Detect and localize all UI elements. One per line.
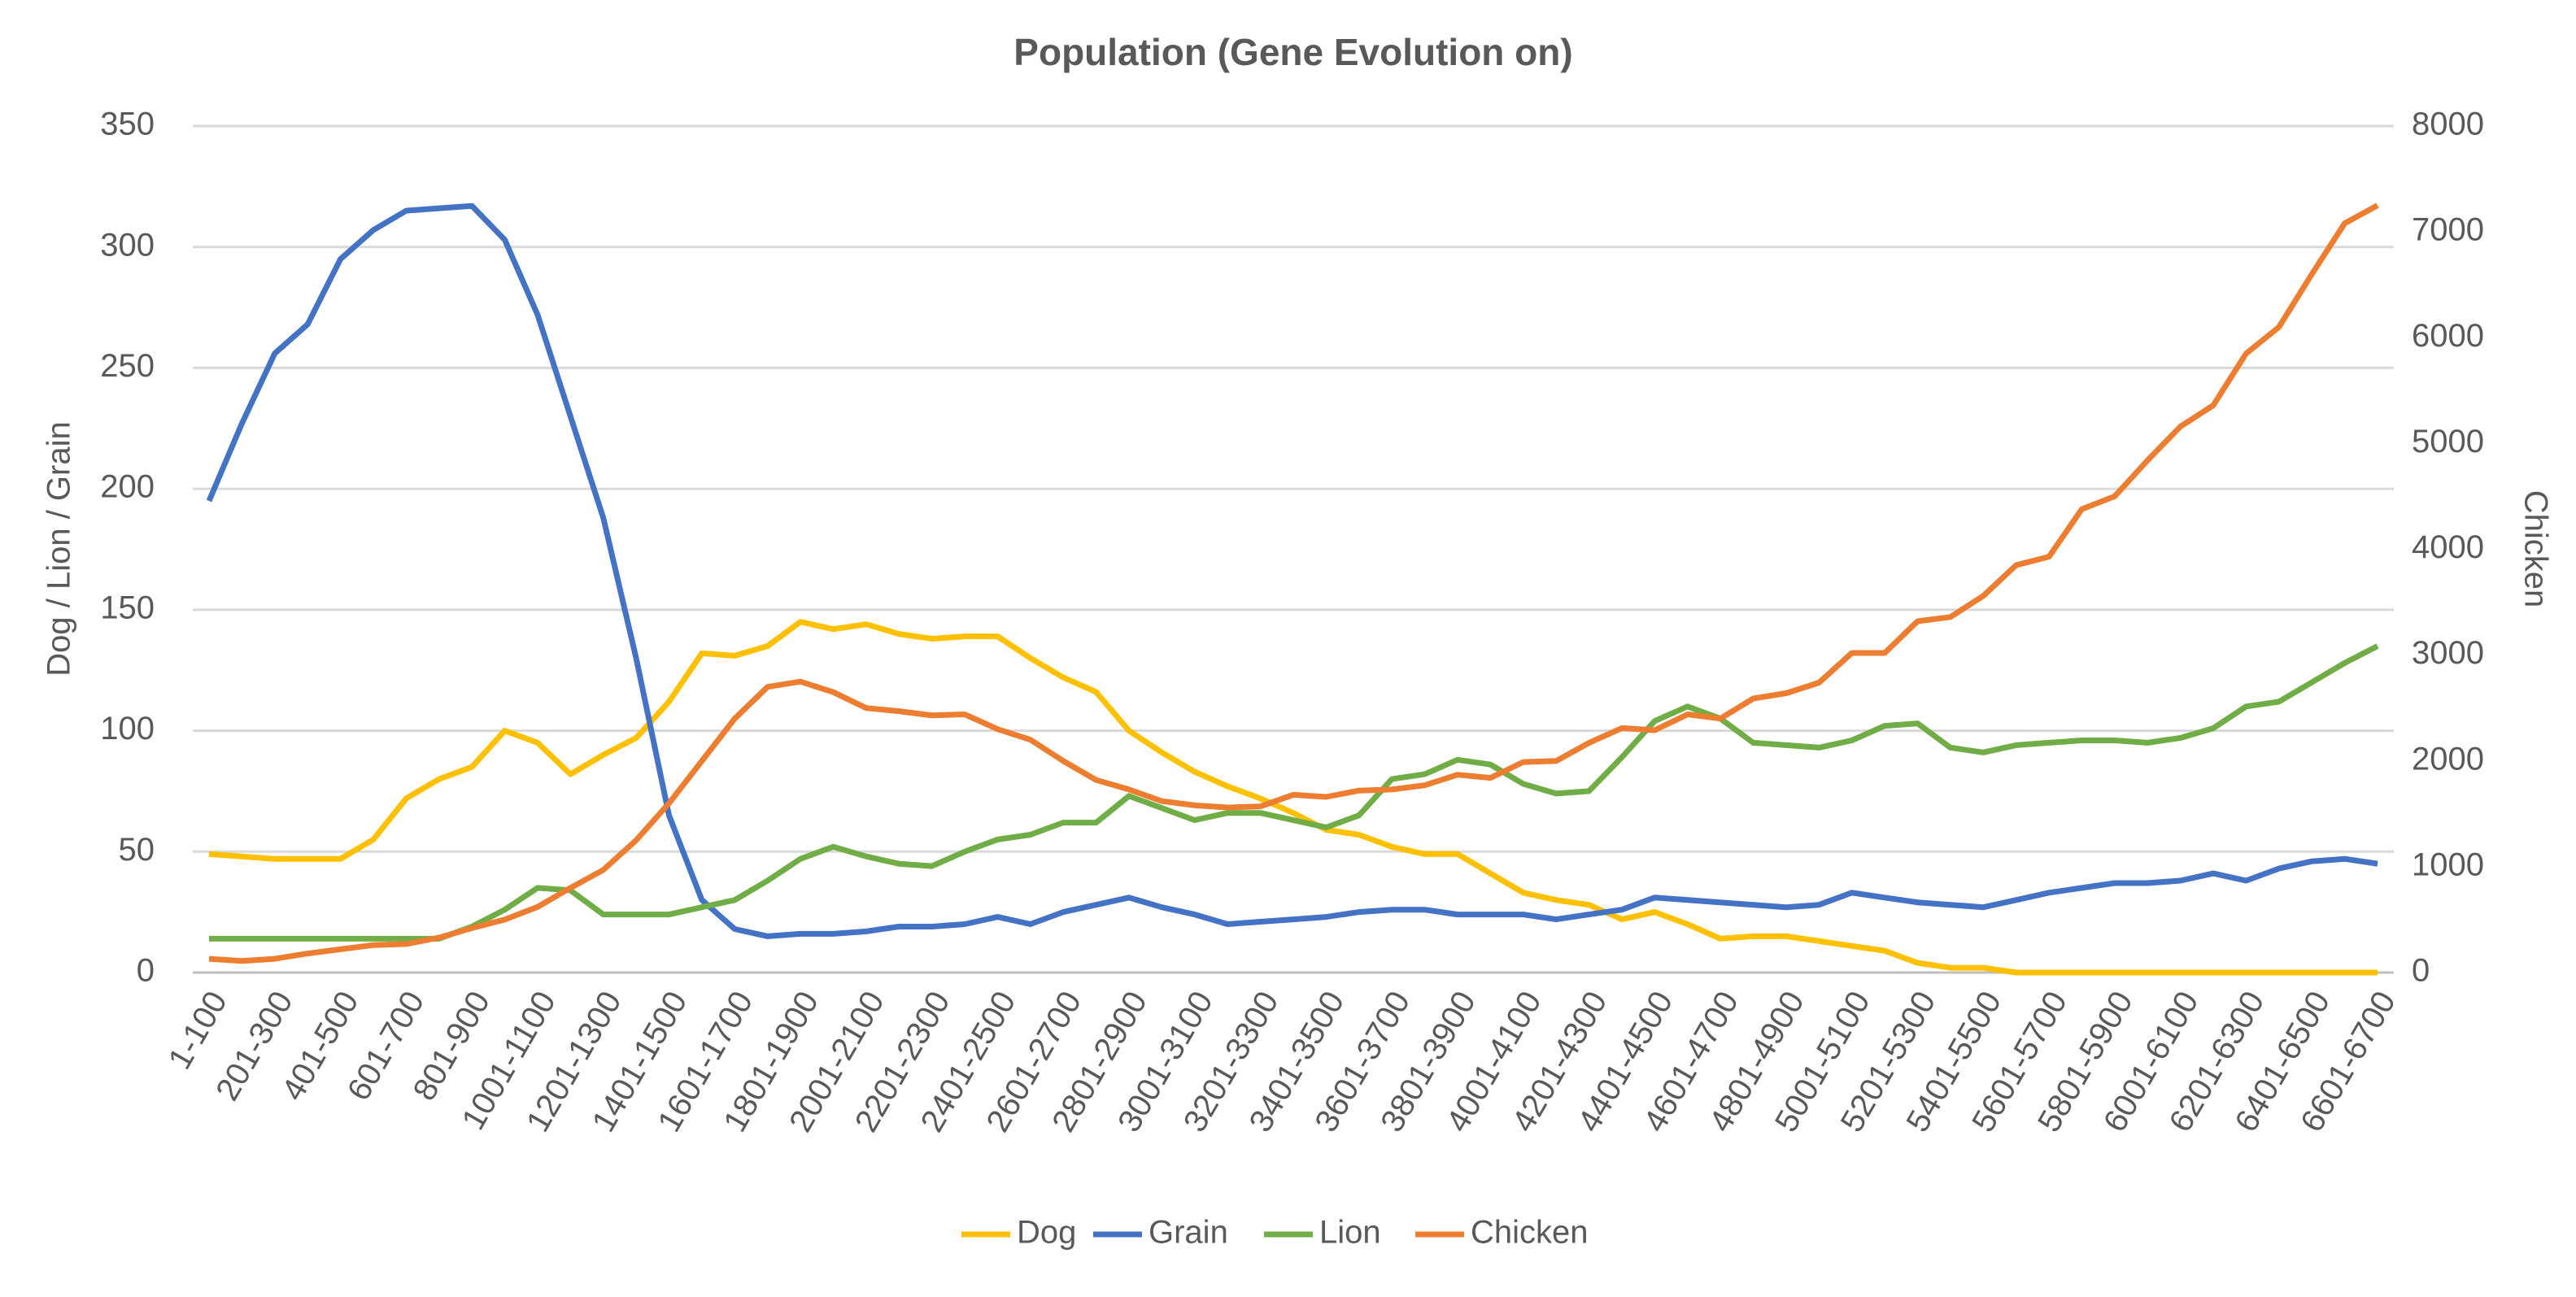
y-tick-label: 150 xyxy=(100,590,155,625)
x-tick-label: 1-100 xyxy=(162,986,234,1076)
legend-label: Dog xyxy=(1017,1215,1076,1251)
series-line xyxy=(208,202,2379,964)
y-tick-label: 50 xyxy=(119,832,155,868)
y2-tick-label: 1000 xyxy=(2412,847,2484,882)
y2-tick-label: 6000 xyxy=(2412,318,2484,354)
y-tick-label: 200 xyxy=(100,469,155,505)
legend-label: Chicken xyxy=(1471,1215,1589,1251)
y-axis-title: Dog / Lion / Grain xyxy=(41,421,77,677)
y-tick-label: 300 xyxy=(100,227,155,263)
y-tick-label: 250 xyxy=(100,348,155,384)
series-line xyxy=(208,619,2378,976)
y2-tick-label: 0 xyxy=(2412,953,2430,989)
y2-tick-label: 3000 xyxy=(2412,635,2484,671)
y-tick-label: 100 xyxy=(100,711,155,746)
y2-tick-label: 8000 xyxy=(2412,107,2484,142)
y-tick-label: 0 xyxy=(137,953,155,989)
y2-axis-title: Chicken xyxy=(2517,490,2553,608)
legend-label: Grain xyxy=(1149,1215,1228,1251)
y2-tick-label: 7000 xyxy=(2412,212,2484,248)
y2-tick-label: 4000 xyxy=(2412,529,2484,565)
y2-tick-label: 5000 xyxy=(2412,424,2484,459)
chart-title: Population (Gene Evolution on) xyxy=(1013,31,1572,73)
y-tick-label: 350 xyxy=(100,107,155,142)
series-line xyxy=(206,202,2378,939)
y2-tick-label: 2000 xyxy=(2412,741,2484,777)
legend-label: Lion xyxy=(1319,1215,1381,1251)
